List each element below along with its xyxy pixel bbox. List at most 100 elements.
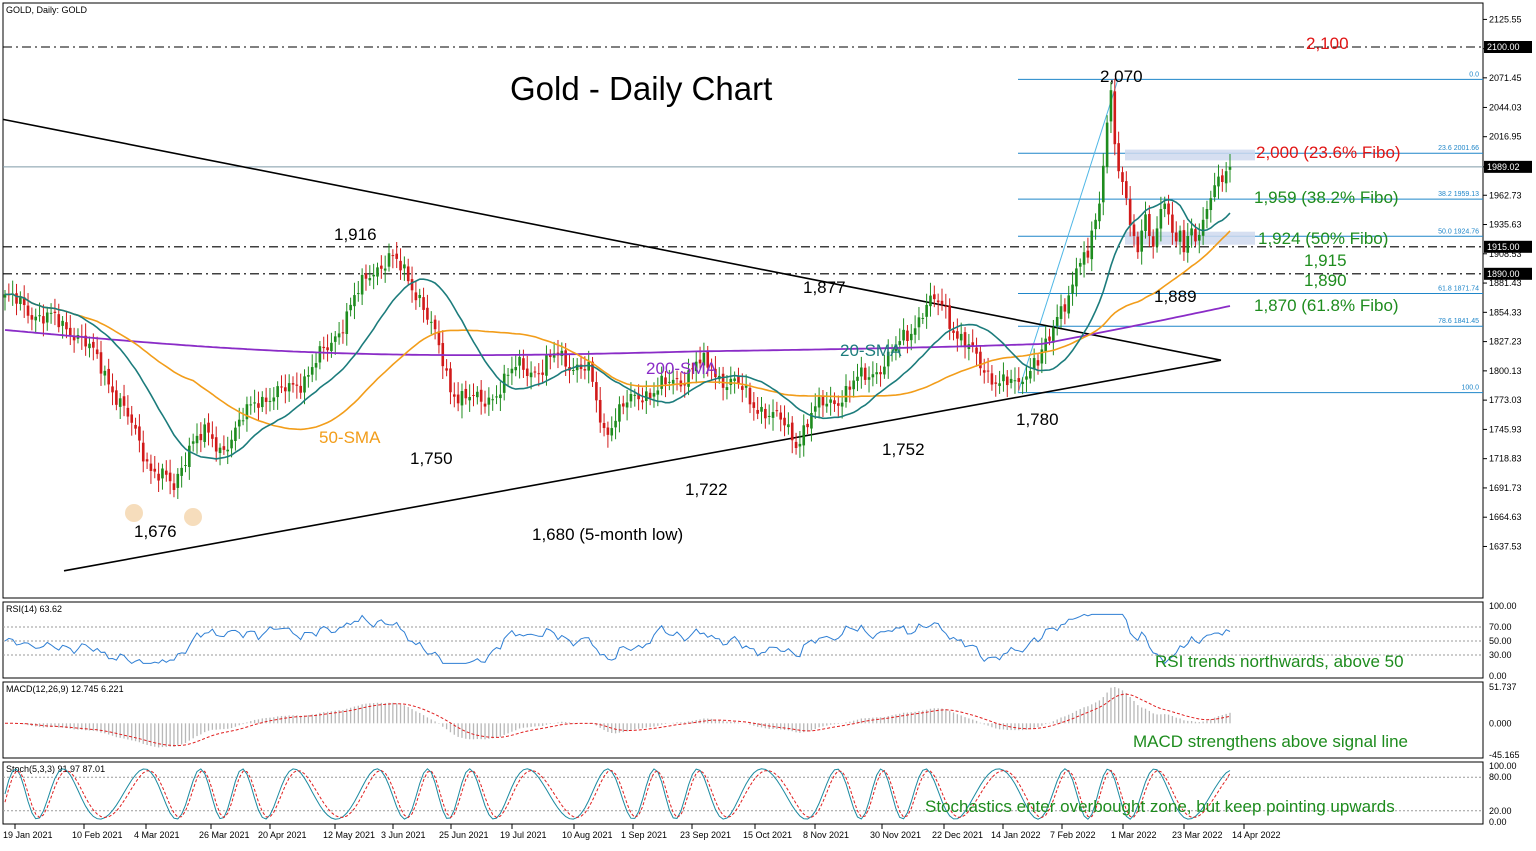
candle-body <box>157 473 160 481</box>
stoch-panel <box>2 761 1484 825</box>
candle-body <box>813 406 817 412</box>
candle-body <box>794 441 798 449</box>
candle-body <box>68 327 72 336</box>
candle-body <box>533 371 537 373</box>
candle-body <box>38 315 41 317</box>
price-tick-label: 1664.63 <box>1489 512 1522 522</box>
candle-body <box>633 394 637 396</box>
candle-body <box>714 368 717 378</box>
candle-body <box>1163 203 1167 209</box>
candle-body <box>168 472 172 482</box>
macd-tick-label: 0.000 <box>1489 718 1512 728</box>
candle-body <box>310 367 314 375</box>
candle-body <box>383 268 387 271</box>
candle-body <box>307 375 310 377</box>
candle-body <box>990 373 994 385</box>
candle-body <box>982 370 986 373</box>
candle-body <box>1090 230 1094 260</box>
candle-body <box>426 307 429 320</box>
candle-body <box>748 387 752 405</box>
candle-body <box>445 368 448 371</box>
candle-body <box>545 355 548 376</box>
symbol-header: GOLD, Daily: GOLD <box>6 5 88 15</box>
candle-body <box>341 332 345 334</box>
candle-body <box>22 297 26 306</box>
candle-body <box>598 399 602 423</box>
candle-body <box>468 397 471 401</box>
candle-body <box>760 406 763 412</box>
macd-tick-label: 51.737 <box>1489 682 1517 692</box>
stoch-tick-label: 100.00 <box>1489 761 1517 771</box>
candle-body <box>118 398 122 407</box>
candle-body <box>1151 236 1155 247</box>
stoch-k-line <box>4 768 1231 820</box>
candle-body <box>299 385 302 393</box>
candle-body <box>184 465 187 467</box>
candle-body <box>648 392 652 399</box>
candle-body <box>863 367 867 380</box>
date-tick-label: 26 Mar 2021 <box>199 830 250 840</box>
price-tick-label: 1962.73 <box>1489 190 1522 200</box>
low-marker <box>184 508 202 526</box>
candle-body <box>702 353 706 366</box>
candle-body <box>34 316 38 321</box>
candle-body <box>606 427 610 435</box>
swing-label: 1,752 <box>882 440 925 459</box>
candle-body <box>621 403 625 407</box>
candle-body <box>909 333 913 341</box>
candle-body <box>867 377 871 380</box>
candle-body <box>664 377 667 385</box>
candle-body <box>191 441 195 444</box>
candle-body <box>145 459 149 462</box>
candle-body <box>199 434 203 441</box>
candle-body <box>422 297 425 310</box>
candle-body <box>380 265 383 269</box>
candle-body <box>1109 90 1113 122</box>
candle-body <box>764 408 767 419</box>
candle-body <box>879 372 882 375</box>
candle-body <box>284 387 287 392</box>
candle-body <box>691 368 694 370</box>
main-chart-panel <box>2 2 1484 599</box>
candle-body <box>295 384 299 386</box>
fibo-zone-2000 <box>1125 149 1255 161</box>
date-tick-label: 30 Nov 2021 <box>870 830 921 840</box>
candle-body <box>1105 122 1109 168</box>
macd-annotation: MACD strengthens above signal line <box>1133 732 1408 751</box>
candle-body <box>103 370 107 376</box>
date-tick-label: 4 Mar 2021 <box>134 830 180 840</box>
candle-body <box>234 427 237 441</box>
candle-body <box>84 335 87 347</box>
candle-body <box>253 402 256 404</box>
price-tick-label: 1637.53 <box>1489 541 1522 551</box>
candle-body <box>399 260 402 271</box>
swing-label: 1,889 <box>1154 287 1197 306</box>
price-box-label: 1989.02 <box>1487 162 1520 172</box>
moving-averages <box>4 198 1231 526</box>
candle-body <box>537 373 541 375</box>
fibo-level-label: 61.8 1871.74 <box>1438 286 1479 293</box>
candle-body <box>372 274 375 277</box>
date-tick-label: 25 Jun 2021 <box>439 830 489 840</box>
candle-body <box>360 274 364 295</box>
candle-body <box>641 400 644 403</box>
candle-body <box>99 352 103 374</box>
candle-body <box>264 397 268 402</box>
rsi-header: RSI(14) 63.62 <box>6 604 62 614</box>
candle-body <box>57 314 61 328</box>
candle-body <box>510 368 514 374</box>
candle-body <box>1101 165 1105 203</box>
candle-body <box>395 253 398 259</box>
candle-body <box>840 402 844 407</box>
candle-body <box>1117 143 1120 172</box>
candle-body <box>933 294 936 300</box>
candle-body <box>829 399 832 403</box>
candle-body <box>994 382 998 384</box>
candle-body <box>1132 224 1136 236</box>
candle-body <box>176 473 180 488</box>
candle-body <box>848 386 852 390</box>
candle-body <box>65 322 68 330</box>
level-label: 2,100 <box>1306 34 1349 53</box>
candle-body <box>756 409 759 414</box>
price-tick-label: 2044.03 <box>1489 102 1522 112</box>
